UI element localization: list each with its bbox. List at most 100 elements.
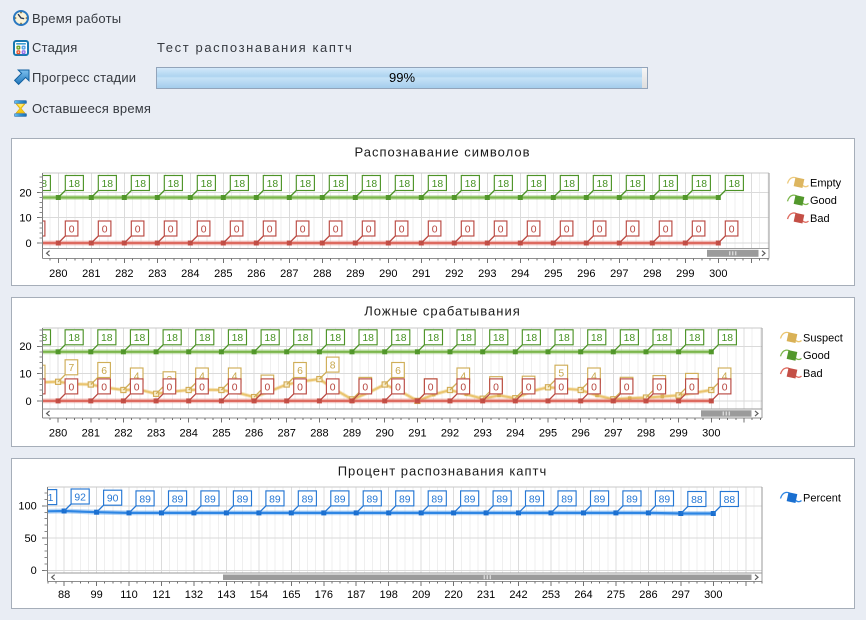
svg-text:187: 187 (347, 589, 365, 601)
svg-text:295: 295 (539, 427, 557, 439)
svg-text:298: 298 (637, 427, 655, 439)
svg-text:264: 264 (574, 589, 592, 601)
svg-text:18: 18 (69, 179, 81, 190)
svg-text:18: 18 (68, 333, 80, 344)
svg-text:291: 291 (412, 268, 430, 280)
svg-text:297: 297 (672, 589, 690, 601)
svg-text:18: 18 (663, 179, 675, 190)
svg-text:89: 89 (659, 494, 671, 505)
svg-text:0: 0 (134, 382, 140, 393)
svg-text:88: 88 (691, 495, 703, 506)
svg-text:296: 296 (577, 268, 595, 280)
svg-text:280: 280 (49, 427, 67, 439)
svg-text:0: 0 (362, 382, 368, 393)
svg-text:300: 300 (704, 589, 722, 601)
svg-text:0: 0 (395, 382, 401, 393)
svg-text:18: 18 (395, 333, 407, 344)
svg-text:18: 18 (234, 179, 246, 190)
svg-text:143: 143 (217, 589, 235, 601)
svg-text:220: 220 (444, 589, 462, 601)
svg-text:18: 18 (531, 179, 543, 190)
svg-text:Ложные срабатывания: Ложные срабатывания (364, 304, 521, 319)
svg-text:89: 89 (529, 494, 541, 505)
svg-text:18: 18 (399, 179, 411, 190)
svg-text:18: 18 (199, 333, 211, 344)
svg-text:88: 88 (724, 495, 736, 506)
svg-text:293: 293 (474, 427, 492, 439)
svg-text:0: 0 (330, 382, 336, 393)
svg-text:89: 89 (399, 494, 411, 505)
svg-text:89: 89 (367, 494, 379, 505)
svg-text:282: 282 (115, 268, 133, 280)
svg-text:Percent: Percent (803, 492, 841, 504)
svg-text:0: 0 (366, 224, 372, 235)
svg-text:100: 100 (18, 501, 36, 513)
svg-text:18: 18 (656, 333, 668, 344)
svg-text:284: 284 (181, 268, 199, 280)
svg-text:89: 89 (237, 494, 249, 505)
svg-text:289: 289 (346, 268, 364, 280)
svg-text:132: 132 (185, 589, 203, 601)
svg-text:295: 295 (544, 268, 562, 280)
svg-text:89: 89 (172, 494, 184, 505)
svg-text:0: 0 (31, 565, 37, 577)
svg-text:282: 282 (114, 427, 132, 439)
svg-text:89: 89 (269, 494, 281, 505)
svg-text:Good: Good (803, 350, 830, 362)
svg-text:4: 4 (232, 371, 238, 382)
svg-text:89: 89 (139, 494, 151, 505)
svg-text:0: 0 (432, 224, 438, 235)
svg-text:0: 0 (591, 382, 597, 393)
svg-text:292: 292 (441, 427, 459, 439)
svg-text:0: 0 (558, 382, 564, 393)
svg-text:0: 0 (498, 224, 504, 235)
svg-text:0: 0 (722, 382, 728, 393)
svg-text:288: 288 (313, 268, 331, 280)
svg-text:0: 0 (696, 224, 702, 235)
svg-text:0: 0 (333, 224, 339, 235)
svg-text:286: 286 (247, 268, 265, 280)
svg-text:0: 0 (656, 382, 662, 393)
svg-text:18: 18 (465, 179, 477, 190)
svg-text:18: 18 (526, 333, 538, 344)
svg-text:18: 18 (267, 179, 279, 190)
svg-text:6: 6 (395, 366, 401, 377)
svg-text:0: 0 (199, 382, 205, 393)
svg-text:291: 291 (408, 427, 426, 439)
svg-text:Suspect: Suspect (803, 332, 843, 344)
svg-text:0: 0 (102, 224, 108, 235)
svg-text:8: 8 (330, 361, 336, 372)
svg-text:4: 4 (722, 371, 728, 382)
svg-text:0: 0 (465, 224, 471, 235)
svg-text:88: 88 (58, 589, 70, 601)
svg-text:280: 280 (49, 268, 67, 280)
svg-text:6: 6 (101, 366, 107, 377)
svg-text:0: 0 (168, 224, 174, 235)
svg-text:0: 0 (25, 396, 31, 408)
svg-text:4: 4 (460, 371, 466, 382)
svg-text:18: 18 (597, 179, 609, 190)
svg-text:18: 18 (624, 333, 636, 344)
svg-text:198: 198 (380, 589, 398, 601)
svg-text:18: 18 (333, 179, 345, 190)
svg-text:4: 4 (134, 371, 140, 382)
svg-text:18: 18 (428, 333, 440, 344)
svg-text:294: 294 (511, 268, 529, 280)
svg-text:Empty: Empty (810, 177, 842, 189)
svg-text:253: 253 (542, 589, 560, 601)
svg-text:89: 89 (496, 494, 508, 505)
svg-text:292: 292 (445, 268, 463, 280)
svg-text:18: 18 (729, 179, 741, 190)
svg-text:293: 293 (478, 268, 496, 280)
svg-text:281: 281 (82, 268, 100, 280)
svg-text:110: 110 (120, 589, 138, 601)
svg-text:18: 18 (166, 333, 178, 344)
svg-text:297: 297 (604, 427, 622, 439)
svg-text:Процент распознавания каптч: Процент распознавания каптч (338, 463, 548, 478)
svg-text:92: 92 (74, 492, 86, 503)
svg-text:18: 18 (689, 333, 701, 344)
svg-text:154: 154 (250, 589, 268, 601)
svg-text:18: 18 (460, 333, 472, 344)
svg-text:0: 0 (267, 224, 273, 235)
svg-text:0: 0 (135, 224, 141, 235)
